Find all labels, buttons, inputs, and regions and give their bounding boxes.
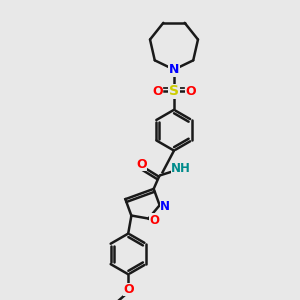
Text: O: O <box>185 85 196 98</box>
Text: N: N <box>160 200 170 213</box>
Text: S: S <box>169 84 179 98</box>
Text: O: O <box>152 85 163 98</box>
Text: NH: NH <box>171 162 191 175</box>
Text: O: O <box>136 158 147 171</box>
Text: N: N <box>169 63 179 76</box>
Text: O: O <box>149 214 160 226</box>
Text: O: O <box>123 283 134 296</box>
